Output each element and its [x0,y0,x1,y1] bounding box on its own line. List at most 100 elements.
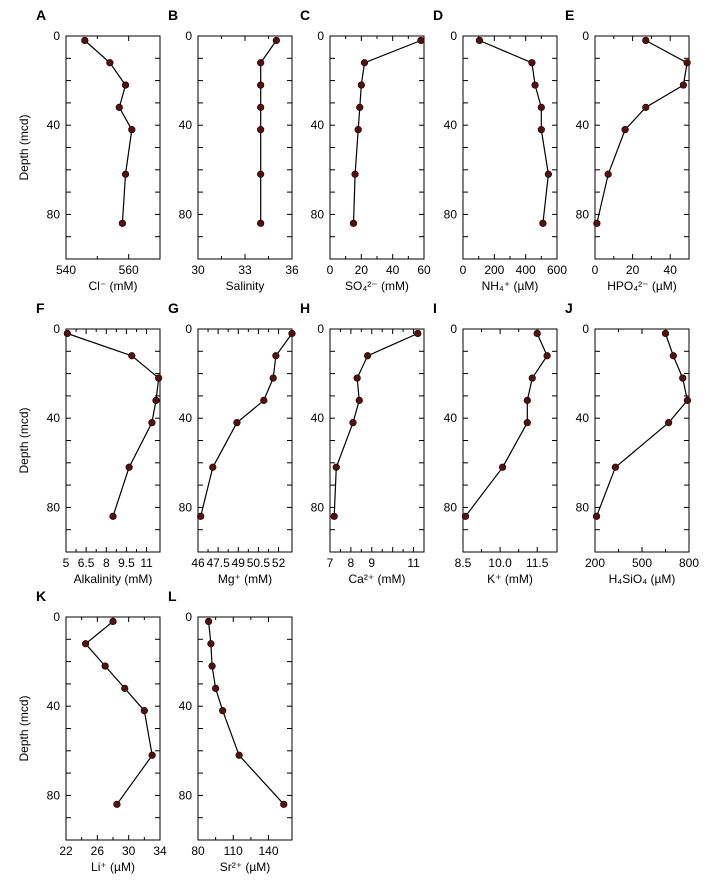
data-point [109,617,117,626]
data-point [140,707,148,715]
data-point [332,463,340,471]
panel-letter: J [565,300,573,316]
x-tick-label: 0 [327,263,334,277]
x-tick-label: 30 [122,844,136,858]
data-point [81,640,90,648]
data-point [353,374,361,382]
depth-tick-label: 80 [47,207,61,221]
data-point [113,800,121,808]
data-point [661,329,670,338]
x-tick-label: 5 [63,556,70,570]
data-point [204,617,213,626]
x-axis-label: HPO₄²⁻ (µM) [607,279,676,293]
x-tick-label: 52 [272,556,286,570]
x-tick-label: 46 [191,556,205,570]
x-tick-label: 600 [547,263,567,277]
data-point [128,352,136,360]
data-point [592,512,601,520]
data-point [461,512,470,520]
depth-tick-label: 0 [582,322,589,336]
depth-tick-label: 40 [576,118,590,132]
y-axis-label: Depth (mcd) [17,114,31,180]
depth-tick-label: 0 [317,29,324,43]
x-tick-label: 200 [484,263,504,277]
x-tick-label: 11 [407,556,420,570]
series-line [333,332,418,517]
x-axis-label: Salinity [226,279,265,293]
panel-letter: B [168,7,178,23]
data-point [357,81,365,89]
x-tick-label: 200 [585,556,605,570]
x-tick-label: 560 [119,263,139,277]
x-tick-label: 8 [348,556,355,570]
data-point [665,419,673,427]
data-point [604,170,612,178]
plot-frame [329,35,425,260]
panel-letter: G [168,300,179,316]
x-tick-label: 11 [140,556,153,570]
data-point [528,59,536,67]
data-point [539,219,547,227]
data-point [351,170,359,178]
data-point [257,170,265,178]
data-point [235,751,243,759]
panel-letter: I [433,300,437,316]
x-axis-label: Li⁺ (µM) [91,860,135,874]
data-point [288,329,296,338]
depth-tick-label: 80 [179,788,193,802]
x-tick-label: 8 [103,556,110,570]
x-tick-label: 40 [386,263,400,277]
data-point [197,512,205,520]
data-point [354,126,362,134]
depth-tick-label: 40 [444,411,458,425]
data-point [280,800,288,808]
x-axis-label: H₄SiO₄ (µM) [609,572,676,586]
data-point [233,419,241,427]
data-point [121,684,129,692]
depth-tick-label: 40 [47,699,61,713]
plot-frame [594,328,690,553]
data-point [125,463,133,471]
depth-tick-label: 40 [311,118,325,132]
data-point [621,126,629,134]
x-axis-label: Sr²⁺ (µM) [220,860,271,874]
data-point [209,463,217,471]
depth-tick-label: 80 [444,500,458,514]
data-point [81,36,89,45]
data-point [642,103,650,111]
x-tick-label: 11.5 [526,556,549,570]
data-point [543,352,551,360]
series-line [84,40,133,224]
depth-tick-label: 0 [185,322,192,336]
data-point [148,419,156,427]
x-tick-label: 34 [153,844,167,858]
series-line [67,332,160,517]
plot-frame [197,35,293,260]
x-tick-label: 20 [355,263,369,277]
data-point [208,662,216,670]
data-point [679,81,687,89]
depth-tick-label: 40 [47,118,61,132]
x-axis-label: SO₄²⁻ (mM) [345,279,409,293]
data-point [272,36,280,45]
data-point [207,640,215,648]
panel-l: L0 40 80 80 110 140 Sr²⁺ (µM) [168,588,293,874]
depth-tick-label: 0 [317,322,324,336]
data-point [544,170,552,178]
data-point [349,419,357,427]
data-point [475,36,484,45]
data-point [101,662,109,670]
data-point [364,352,372,360]
x-tick-label: 50.5 [247,556,271,570]
data-point [642,36,650,45]
x-tick-label: 47.5 [206,556,230,570]
x-tick-label: 30 [191,263,205,277]
depth-tick-label: 0 [185,29,192,43]
data-point [523,396,531,404]
data-point [118,219,126,227]
data-point [593,219,601,227]
